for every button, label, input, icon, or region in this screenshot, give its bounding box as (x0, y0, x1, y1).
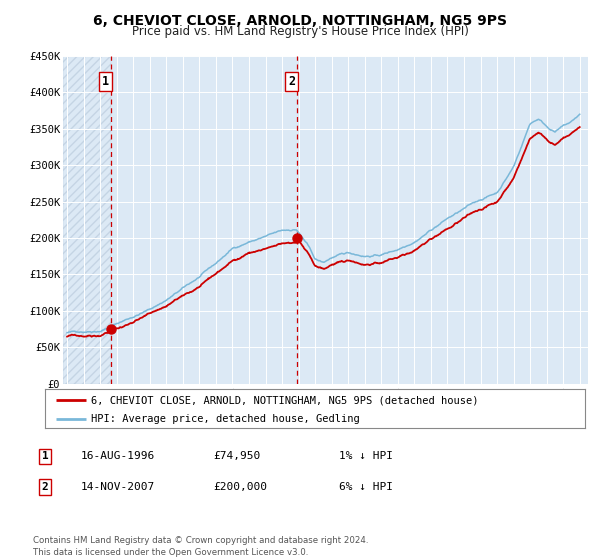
Text: 1: 1 (41, 451, 49, 461)
Text: 6% ↓ HPI: 6% ↓ HPI (339, 482, 393, 492)
Text: 16-AUG-1996: 16-AUG-1996 (81, 451, 155, 461)
Text: £74,950: £74,950 (213, 451, 260, 461)
Text: 1: 1 (102, 75, 109, 88)
Text: £200,000: £200,000 (213, 482, 267, 492)
Text: 6, CHEVIOT CLOSE, ARNOLD, NOTTINGHAM, NG5 9PS (detached house): 6, CHEVIOT CLOSE, ARNOLD, NOTTINGHAM, NG… (91, 395, 478, 405)
Text: 14-NOV-2007: 14-NOV-2007 (81, 482, 155, 492)
Text: 6, CHEVIOT CLOSE, ARNOLD, NOTTINGHAM, NG5 9PS: 6, CHEVIOT CLOSE, ARNOLD, NOTTINGHAM, NG… (93, 14, 507, 28)
Text: 2: 2 (288, 75, 295, 88)
Text: 2: 2 (41, 482, 49, 492)
Text: Price paid vs. HM Land Registry's House Price Index (HPI): Price paid vs. HM Land Registry's House … (131, 25, 469, 38)
Text: HPI: Average price, detached house, Gedling: HPI: Average price, detached house, Gedl… (91, 414, 359, 423)
Text: Contains HM Land Registry data © Crown copyright and database right 2024.
This d: Contains HM Land Registry data © Crown c… (33, 536, 368, 557)
Text: 1% ↓ HPI: 1% ↓ HPI (339, 451, 393, 461)
